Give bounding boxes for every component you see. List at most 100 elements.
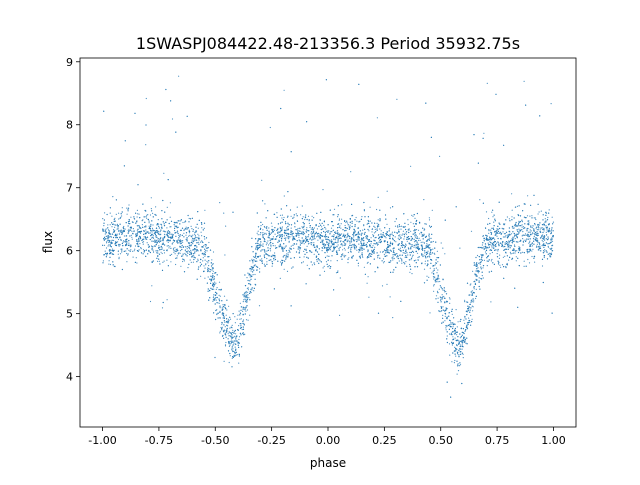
data-point [264,240,266,243]
data-point [510,233,513,235]
data-point [301,233,303,235]
data-point [433,252,435,254]
data-point [253,265,255,267]
data-point [321,226,323,228]
data-point [239,314,241,316]
data-point [165,234,167,236]
data-point [227,322,229,324]
data-point [255,254,257,256]
data-point [474,282,476,284]
data-point [452,327,454,330]
data-point [161,248,163,250]
data-point [523,227,525,230]
data-point [261,179,263,181]
data-point [542,231,544,234]
data-point [296,243,298,245]
data-point [493,246,495,248]
data-point [233,331,236,333]
data-point [293,236,295,238]
data-point [363,266,365,268]
data-point [159,246,161,248]
data-point [541,265,544,267]
data-point [443,295,445,298]
data-point [115,224,117,226]
data-point [138,226,141,228]
data-point [432,248,434,250]
data-point [231,324,233,326]
data-point [544,218,546,220]
data-point [473,288,475,290]
data-point [315,248,317,250]
data-point [262,243,264,245]
data-point [369,245,371,247]
data-point [126,207,128,209]
data-point [251,289,253,291]
data-point [183,236,185,238]
data-point [264,232,266,234]
data-point [245,310,247,312]
data-point [129,226,131,228]
data-point [365,237,367,239]
data-point [373,225,375,227]
data-point [403,213,405,215]
data-point [126,244,128,246]
data-point [263,233,265,236]
data-point [238,325,240,327]
data-point [511,258,513,260]
data-point [149,214,152,216]
data-point [506,262,508,265]
data-point [431,272,433,274]
data-point [145,216,147,218]
data-point [482,254,484,256]
data-point [526,238,528,240]
data-point [454,353,456,355]
data-point [446,300,448,302]
data-point [228,321,230,323]
data-point [464,299,466,301]
data-point [155,235,157,237]
data-point [189,259,191,261]
data-point [104,250,106,252]
data-point [191,228,193,230]
data-point [536,229,538,231]
data-point [262,232,264,234]
data-point [218,289,220,291]
data-point [426,243,428,245]
data-point [224,326,226,328]
data-point [302,221,304,224]
data-point [148,232,150,234]
data-point [273,259,275,261]
data-point [184,252,186,255]
data-point [138,235,141,237]
data-point [505,265,507,268]
data-point [245,294,247,296]
data-point [215,296,217,299]
data-point [434,276,436,278]
data-point [194,250,196,252]
data-point [552,221,555,223]
data-point [211,264,213,266]
data-point [352,238,354,240]
data-point [301,262,303,264]
data-point [116,237,118,239]
data-point [266,250,268,252]
data-point [310,232,312,234]
data-point [367,228,369,231]
data-point [118,256,120,258]
data-point [448,312,450,314]
data-point [207,269,209,271]
data-point [403,234,405,236]
data-point [398,235,400,237]
data-point [171,233,173,235]
data-point [423,229,425,231]
data-point [337,238,339,240]
data-point [354,246,356,248]
data-point [151,230,153,232]
data-point [187,250,189,252]
data-point [503,144,505,146]
data-point [204,252,207,254]
data-point [209,249,212,251]
data-point [145,225,147,227]
data-point [548,229,550,232]
data-point [238,310,240,312]
